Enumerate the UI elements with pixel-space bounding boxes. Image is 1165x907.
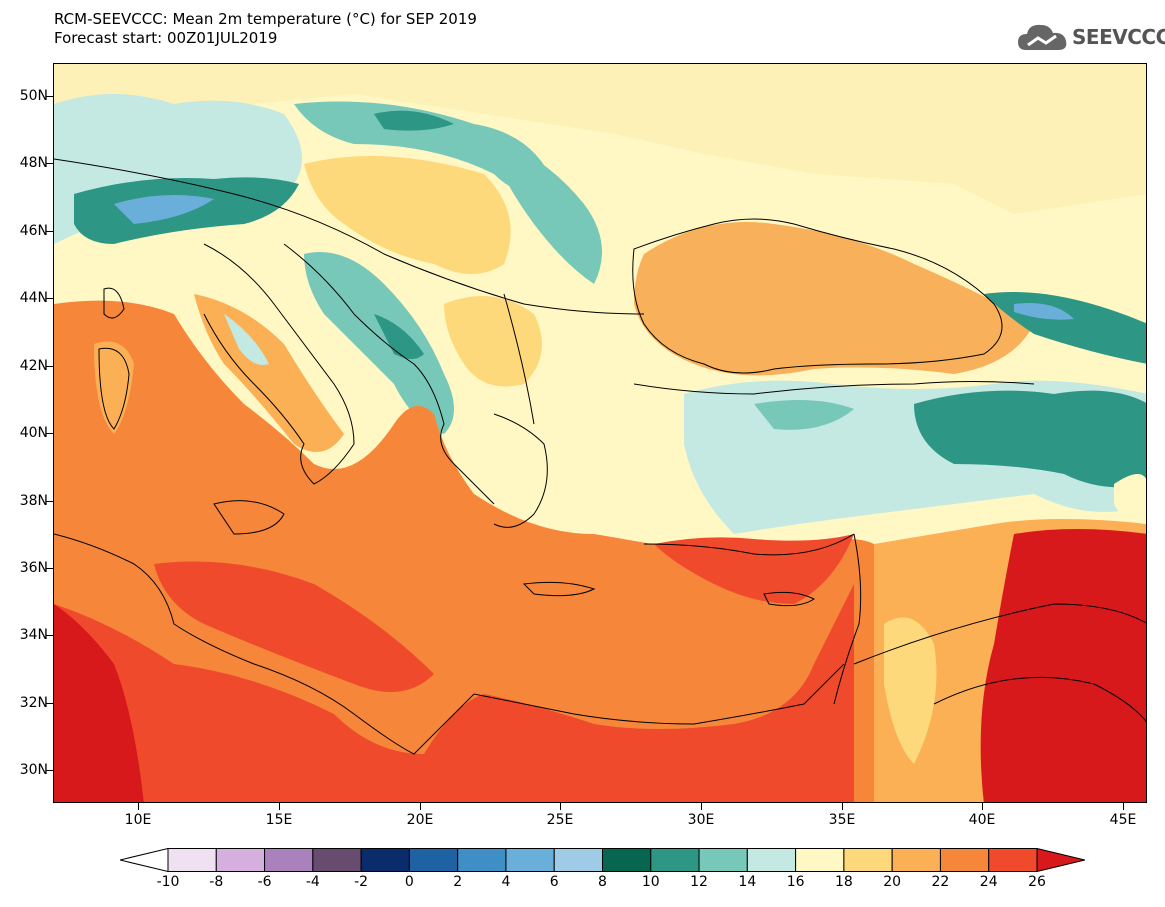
lat-tick [46,433,53,434]
lon-tick [701,803,702,810]
lon-label-25e: 25E [546,812,574,828]
colorbar [120,848,1085,872]
colorbar-label: 8 [598,874,607,890]
lat-tick [46,366,53,367]
colorbar-label: 20 [883,874,902,890]
colorbar-swatch [939,848,990,872]
colorbar-label: -2 [354,874,369,890]
lon-label-30e: 30E [687,812,715,828]
lat-label-42n: 42N [19,358,48,374]
colorbar-swatch [215,848,266,872]
lat-tick [46,163,53,164]
colorbar-label: 6 [549,874,559,890]
lat-label-38n: 38N [19,493,48,509]
lat-label-46n: 46N [19,223,48,239]
colorbar-min-arrow [120,848,169,872]
lon-tick [420,803,421,810]
lat-tick [46,96,53,97]
colorbar-swatch [553,848,604,872]
lat-tick [46,703,53,704]
colorbar-swatch [312,848,362,872]
lon-tick [982,803,983,810]
lat-label-34n: 34N [19,627,48,643]
colorbar-swatch [264,848,314,872]
colorbar-label: 16 [786,874,805,890]
title-line-2: Forecast start: 00Z01JUL2019 [54,29,278,47]
lat-tick [46,568,53,569]
lat-label-48n: 48N [19,155,48,171]
cloud-icon [1018,24,1067,50]
lon-tick [842,803,843,810]
colorbar-swatch [698,848,748,872]
colorbar-swatch [457,848,507,872]
lat-tick [46,231,53,232]
colorbar-swatch [408,848,459,872]
lat-label-44n: 44N [19,290,48,306]
colorbar-swatch [891,848,941,872]
lat-label-50n: 50N [19,88,48,104]
logo-text: SEEVCCC [1072,25,1165,49]
colorbar-label: 24 [979,874,998,890]
lat-tick [46,635,53,636]
colorbar-swatch [988,848,1038,872]
lon-label-35e: 35E [828,812,856,828]
lat-tick [46,298,53,299]
colorbar-swatch [360,848,410,872]
lon-label-15e: 15E [265,812,293,828]
lon-label-10e: 10E [124,812,152,828]
colorbar-label: 14 [738,874,757,890]
lat-label-32n: 32N [19,695,48,711]
seevccc-logo: SEEVCCC [1016,20,1165,54]
colorbar-swatch [602,848,652,872]
colorbar-swatch [795,848,845,872]
colorbar-max-arrow [1036,848,1085,872]
colorbar-label: 2 [453,874,463,890]
colorbar-swatch [746,848,797,872]
colorbar-swatch [505,848,555,872]
lon-tick [138,803,139,810]
colorbar-label: 26 [1028,874,1046,890]
colorbar-label: 10 [641,874,660,890]
colorbar-label: -10 [156,874,180,890]
lon-label-20e: 20E [406,812,434,828]
colorbar-swatch [843,848,893,872]
lat-label-40n: 40N [19,425,48,441]
lat-label-30n: 30N [19,762,48,778]
colorbar-label: -6 [257,874,272,890]
lat-tick [46,770,53,771]
lon-tick [1123,803,1124,810]
colorbar-swatch [167,848,217,872]
lon-tick [279,803,280,810]
title-line-1: RCM-SEEVCCC: Mean 2m temperature (°C) fo… [54,10,477,28]
map-canvas [54,64,1146,802]
lat-label-36n: 36N [19,560,48,576]
colorbar-label: 0 [404,874,414,890]
lon-label-45e: 45E [1109,812,1137,828]
colorbar-label: 4 [501,874,511,890]
colorbar-swatch [650,848,700,872]
lon-label-40e: 40E [968,812,996,828]
colorbar-label: 18 [834,874,853,890]
lat-tick [46,501,53,502]
colorbar-label: 12 [690,874,708,890]
colorbar-label: 22 [931,874,950,890]
lon-tick [560,803,561,810]
colorbar-label: -8 [209,874,224,890]
temperature-map [53,63,1147,803]
map-title: RCM-SEEVCCC: Mean 2m temperature (°C) fo… [54,10,477,48]
colorbar-label: -4 [305,874,320,890]
